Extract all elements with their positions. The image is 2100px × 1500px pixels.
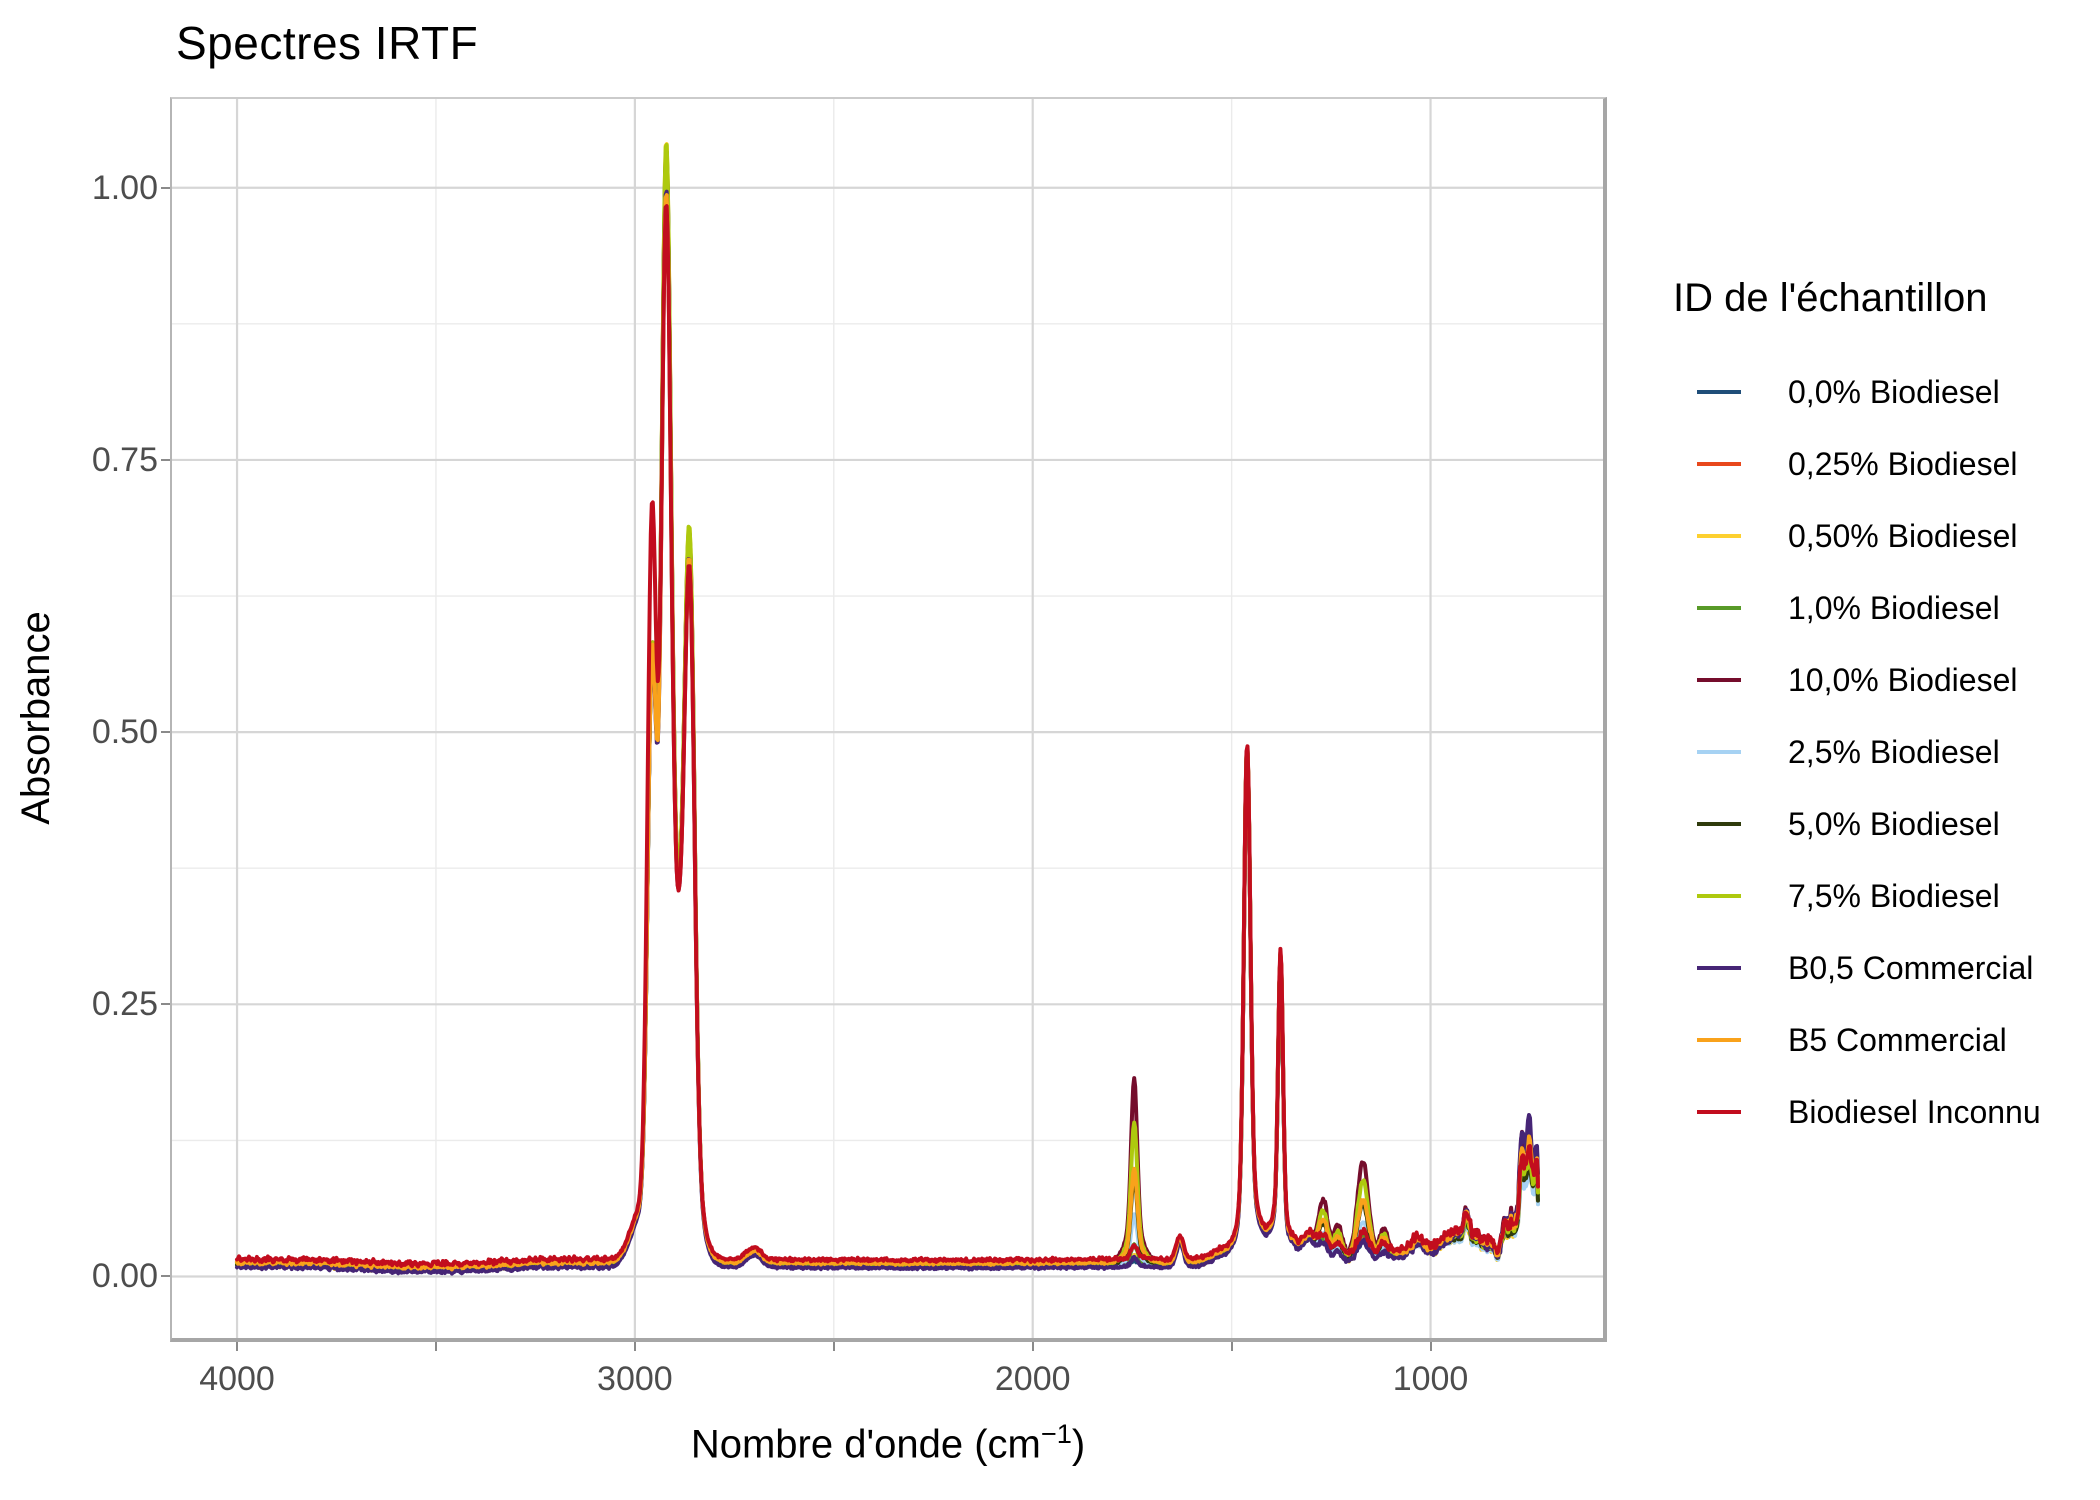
- x-tick-label: 1000: [1392, 1360, 1469, 1398]
- legend-item: B0,5 Commercial: [1664, 932, 2094, 1004]
- x-axis-title-sup: −1: [1040, 1418, 1072, 1449]
- spectra-plot: [172, 99, 1603, 1338]
- legend-item-label: 0,50% Biodiesel: [1788, 517, 2018, 554]
- legend-swatch-line: [1697, 534, 1741, 538]
- spectrum-line: [235, 142, 1540, 1275]
- legend-title: ID de l'échantillon: [1673, 276, 1988, 320]
- legend-item: Biodiesel Inconnu: [1664, 1076, 2094, 1148]
- legend-item: 0,25% Biodiesel: [1664, 428, 2094, 500]
- y-tick-mark: [161, 1275, 170, 1278]
- y-tick-label: 0.25: [91, 985, 158, 1024]
- legend-item: 7,5% Biodiesel: [1664, 860, 2094, 932]
- legend-item-label: 7,5% Biodiesel: [1788, 877, 2000, 914]
- x-axis-title: Nombre d'onde (cm−1): [488, 1418, 1288, 1467]
- x-tick-label: 2000: [994, 1360, 1071, 1398]
- x-tick-mark: [633, 1342, 636, 1351]
- x-tick-mark: [236, 1342, 239, 1351]
- legend-item-label: 1,0% Biodiesel: [1788, 589, 2000, 626]
- legend: ID de l'échantillon 0,0% Biodiesel 0,25% …: [1664, 276, 2094, 1148]
- legend-item: 2,5% Biodiesel: [1664, 716, 2094, 788]
- y-tick-label: 0.50: [91, 713, 158, 752]
- spectrum-line: [235, 153, 1540, 1273]
- spectrum-line: [235, 189, 1540, 1276]
- legend-item-label: 0,25% Biodiesel: [1788, 445, 2018, 482]
- legend-swatch-line: [1697, 1110, 1741, 1114]
- legend-item: 0,0% Biodiesel: [1664, 356, 2094, 428]
- x-tick-mark: [1031, 1342, 1034, 1351]
- y-tick-label: 0.75: [91, 440, 158, 479]
- x-tick-label: 3000: [597, 1360, 673, 1398]
- legend-swatch-line: [1697, 462, 1741, 466]
- x-axis-title-base: Nombre d'onde (cm: [690, 1422, 1041, 1467]
- y-tick-mark: [161, 1003, 170, 1006]
- x-tick-mark: [434, 1342, 437, 1351]
- spectrum-line: [235, 167, 1540, 1275]
- x-axis-title-end: ): [1071, 1422, 1086, 1467]
- legend-item-label: 10,0% Biodiesel: [1788, 661, 2018, 698]
- y-tick-mark: [161, 731, 170, 734]
- legend-item-label: B5 Commercial: [1788, 1021, 2007, 1058]
- y-tick-label: 1.00: [91, 168, 158, 207]
- legend-item: 10,0% Biodiesel: [1664, 644, 2094, 716]
- legend-rows: 0,0% Biodiesel 0,25% Biodiesel 0,50% Biodi…: [1664, 356, 2094, 1148]
- y-tick-mark: [161, 186, 170, 189]
- legend-item: 1,0% Biodiesel: [1664, 572, 2094, 644]
- spectrum-line: [235, 204, 1540, 1269]
- legend-item-label: 5,0% Biodiesel: [1788, 805, 2000, 842]
- spectrum-line: [235, 142, 1540, 1272]
- y-tick-mark: [161, 458, 170, 461]
- y-axis-title: Absorbance: [14, 611, 58, 825]
- page-title: Spectres IRTF: [176, 17, 479, 69]
- legend-item-label: Biodiesel Inconnu: [1788, 1093, 2041, 1130]
- spectrum-line: [235, 193, 1540, 1272]
- spectrum-line: [235, 175, 1540, 1272]
- legend-item-label: 0,0% Biodiesel: [1788, 373, 2000, 410]
- legend-swatch-line: [1697, 678, 1741, 682]
- legend-item-label: 2,5% Biodiesel: [1788, 733, 2000, 770]
- legend-swatch-line: [1697, 822, 1741, 826]
- x-tick-label: 4000: [199, 1360, 275, 1398]
- legend-swatch-line: [1697, 750, 1741, 754]
- legend-swatch-line: [1697, 606, 1741, 610]
- y-tick-label: 0.00: [91, 1257, 158, 1296]
- legend-item: 0,50% Biodiesel: [1664, 500, 2094, 572]
- x-tick-mark: [832, 1342, 835, 1351]
- spectrum-line: [235, 157, 1540, 1271]
- x-tick-mark: [1429, 1342, 1432, 1351]
- legend-swatch-line: [1697, 390, 1741, 394]
- spectrum-line: [235, 171, 1540, 1274]
- legend-item-label: B0,5 Commercial: [1788, 949, 2034, 986]
- spectrum-line: [235, 149, 1540, 1274]
- legend-swatch-line: [1697, 1038, 1741, 1042]
- legend-item: 5,0% Biodiesel: [1664, 788, 2094, 860]
- x-tick-mark: [1230, 1342, 1233, 1351]
- plot-panel: [170, 97, 1607, 1342]
- legend-swatch-line: [1697, 894, 1741, 898]
- legend-swatch-line: [1697, 966, 1741, 970]
- legend-item: B5 Commercial: [1664, 1004, 2094, 1076]
